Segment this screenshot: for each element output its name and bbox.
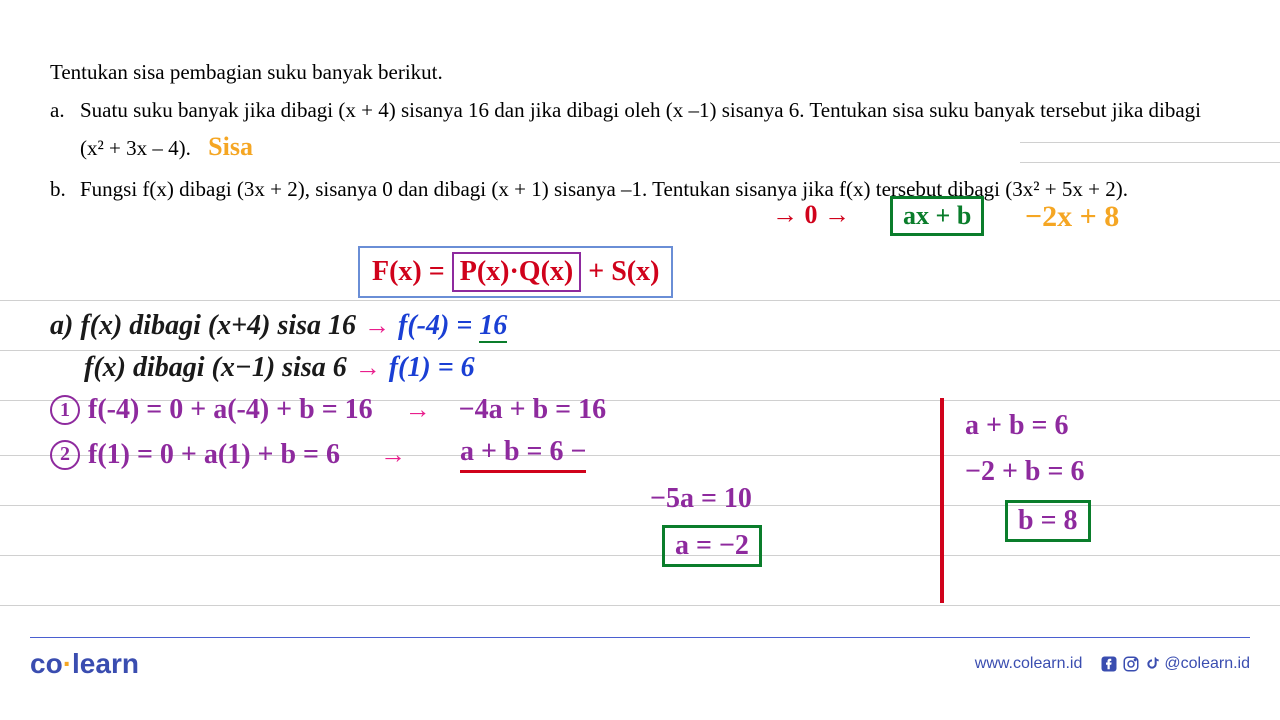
wl2-right: f(1) = 6 (389, 352, 475, 384)
footer: co·learn www.colearn.id @colearn.id (30, 637, 1250, 680)
page-content: Tentukan sisa pembagian suku banyak beri… (0, 0, 1280, 205)
eq2-right: a + b = 6 − (460, 436, 586, 473)
answer-b-box: b = 8 (1005, 500, 1091, 542)
result-2x8: −2x + 8 (1025, 200, 1119, 234)
problem-a: a. Suatu suku banyak jika dibagi (x + 4)… (50, 95, 1230, 166)
wl1-left: a) f(x) dibagi (x+4) sisa 16 (50, 310, 356, 342)
work-line-2: f(x) dibagi (x−1) sisa 6 → f(1) = 6 (84, 352, 1230, 384)
right-column: a + b = 6 −2 + b = 6 b = 8 (965, 410, 1091, 542)
social-icons: @colearn.id (1100, 655, 1250, 673)
eq2-body: f(1) = 0 + a(1) + b = 6 (88, 439, 340, 471)
rule-line (0, 300, 1280, 301)
formula-box: F(x) = P(x)·Q(x) + S(x) (358, 246, 673, 298)
footer-handle: @colearn.id (1164, 655, 1250, 673)
problem-title: Tentukan sisa pembagian suku banyak beri… (50, 60, 1230, 85)
arrow-icon: → (380, 440, 406, 470)
rc-line2: −2 + b = 6 (965, 456, 1091, 488)
footer-right: www.colearn.id @colearn.id (975, 655, 1250, 673)
arrow-icon: → (405, 395, 431, 425)
item-a-label: a. (50, 95, 80, 166)
rc-line3-wrap: b = 8 (1005, 500, 1091, 542)
footer-url: www.colearn.id (975, 655, 1083, 673)
tiktok-icon (1144, 655, 1160, 673)
logo-learn: learn (72, 648, 139, 679)
formula-mid: P(x)·Q(x) (452, 252, 582, 292)
wl1-right: f(-4) = 16 (398, 310, 507, 342)
eq1-right: −4a + b = 16 (459, 394, 606, 426)
sisa-annotation: Sisa (208, 127, 253, 166)
sub-result: −5a = 10 (650, 483, 752, 515)
eq1-body: f(-4) = 0 + a(-4) + b = 16 (88, 394, 373, 426)
axb-box: ax + b (890, 196, 984, 236)
item-a-text: Suatu suku banyak jika dibagi (x + 4) si… (80, 95, 1230, 166)
vertical-divider (940, 398, 944, 603)
wl2-left: f(x) dibagi (x−1) sisa 6 (84, 352, 347, 384)
answer-a-box: a = −2 (662, 525, 762, 567)
arrow-icon: → (364, 311, 390, 341)
facebook-icon (1100, 655, 1118, 673)
instagram-icon (1122, 655, 1140, 673)
circle-1: 1 (50, 395, 80, 425)
arrow-icon: → (355, 353, 381, 383)
rule-line (0, 605, 1280, 606)
logo-co: co (30, 648, 63, 679)
rule-line (1020, 142, 1280, 143)
formula-right: + S(x) (588, 256, 659, 287)
rc-line1: a + b = 6 (965, 410, 1091, 442)
circle-2: 2 (50, 440, 80, 470)
work-ans-a: a = −2 (662, 525, 1230, 567)
work-line-1: a) f(x) dibagi (x+4) sisa 16 → f(-4) = 1… (50, 310, 1230, 342)
rule-line (1020, 162, 1280, 163)
arrow-to-axb: → 0 → (772, 200, 850, 230)
formula-left: F(x) = (372, 256, 452, 287)
logo-dot: · (63, 648, 72, 679)
item-b-label: b. (50, 174, 80, 206)
colearn-logo: co·learn (30, 648, 139, 680)
